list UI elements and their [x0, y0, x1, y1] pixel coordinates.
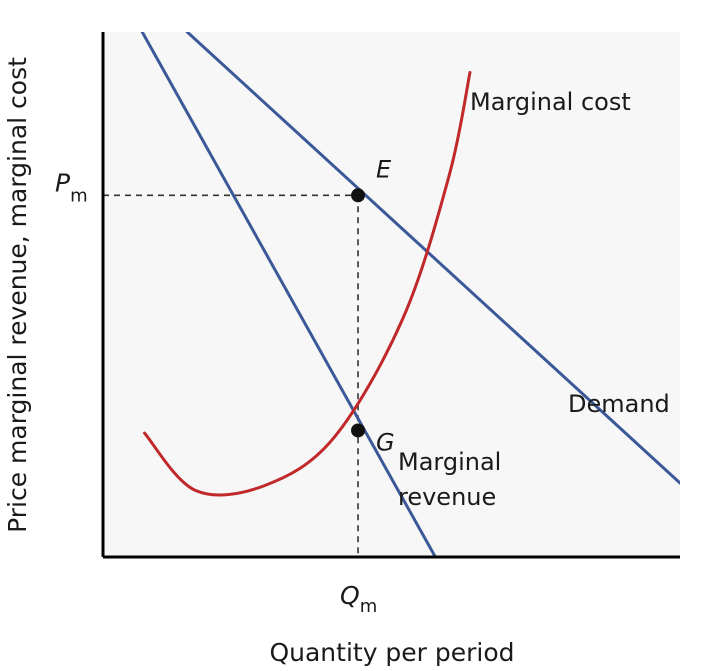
marginal-revenue-label-line2: revenue [398, 483, 496, 511]
point-g-label: G [376, 428, 395, 456]
point-g-marker [351, 423, 366, 438]
x-axis-label: Quantity per period [269, 638, 514, 667]
marginal-cost-curve [143, 70, 472, 497]
marginal-cost-label: Marginal cost [470, 88, 631, 116]
point-e-marker [351, 188, 366, 203]
x-tick-label-qm: Qm [340, 581, 377, 617]
y-tick-label-pm: Pm [55, 168, 88, 206]
marginal-revenue-curve [140, 32, 437, 557]
marginal-revenue-label-line1: Marginal [398, 448, 501, 476]
demand-label: Demand [568, 390, 670, 418]
demand-curve [185, 32, 680, 485]
plot-area-background [103, 32, 680, 557]
point-e-label: E [376, 155, 392, 183]
y-axis-label: Price marginal revenue, marginal cost [3, 57, 32, 533]
